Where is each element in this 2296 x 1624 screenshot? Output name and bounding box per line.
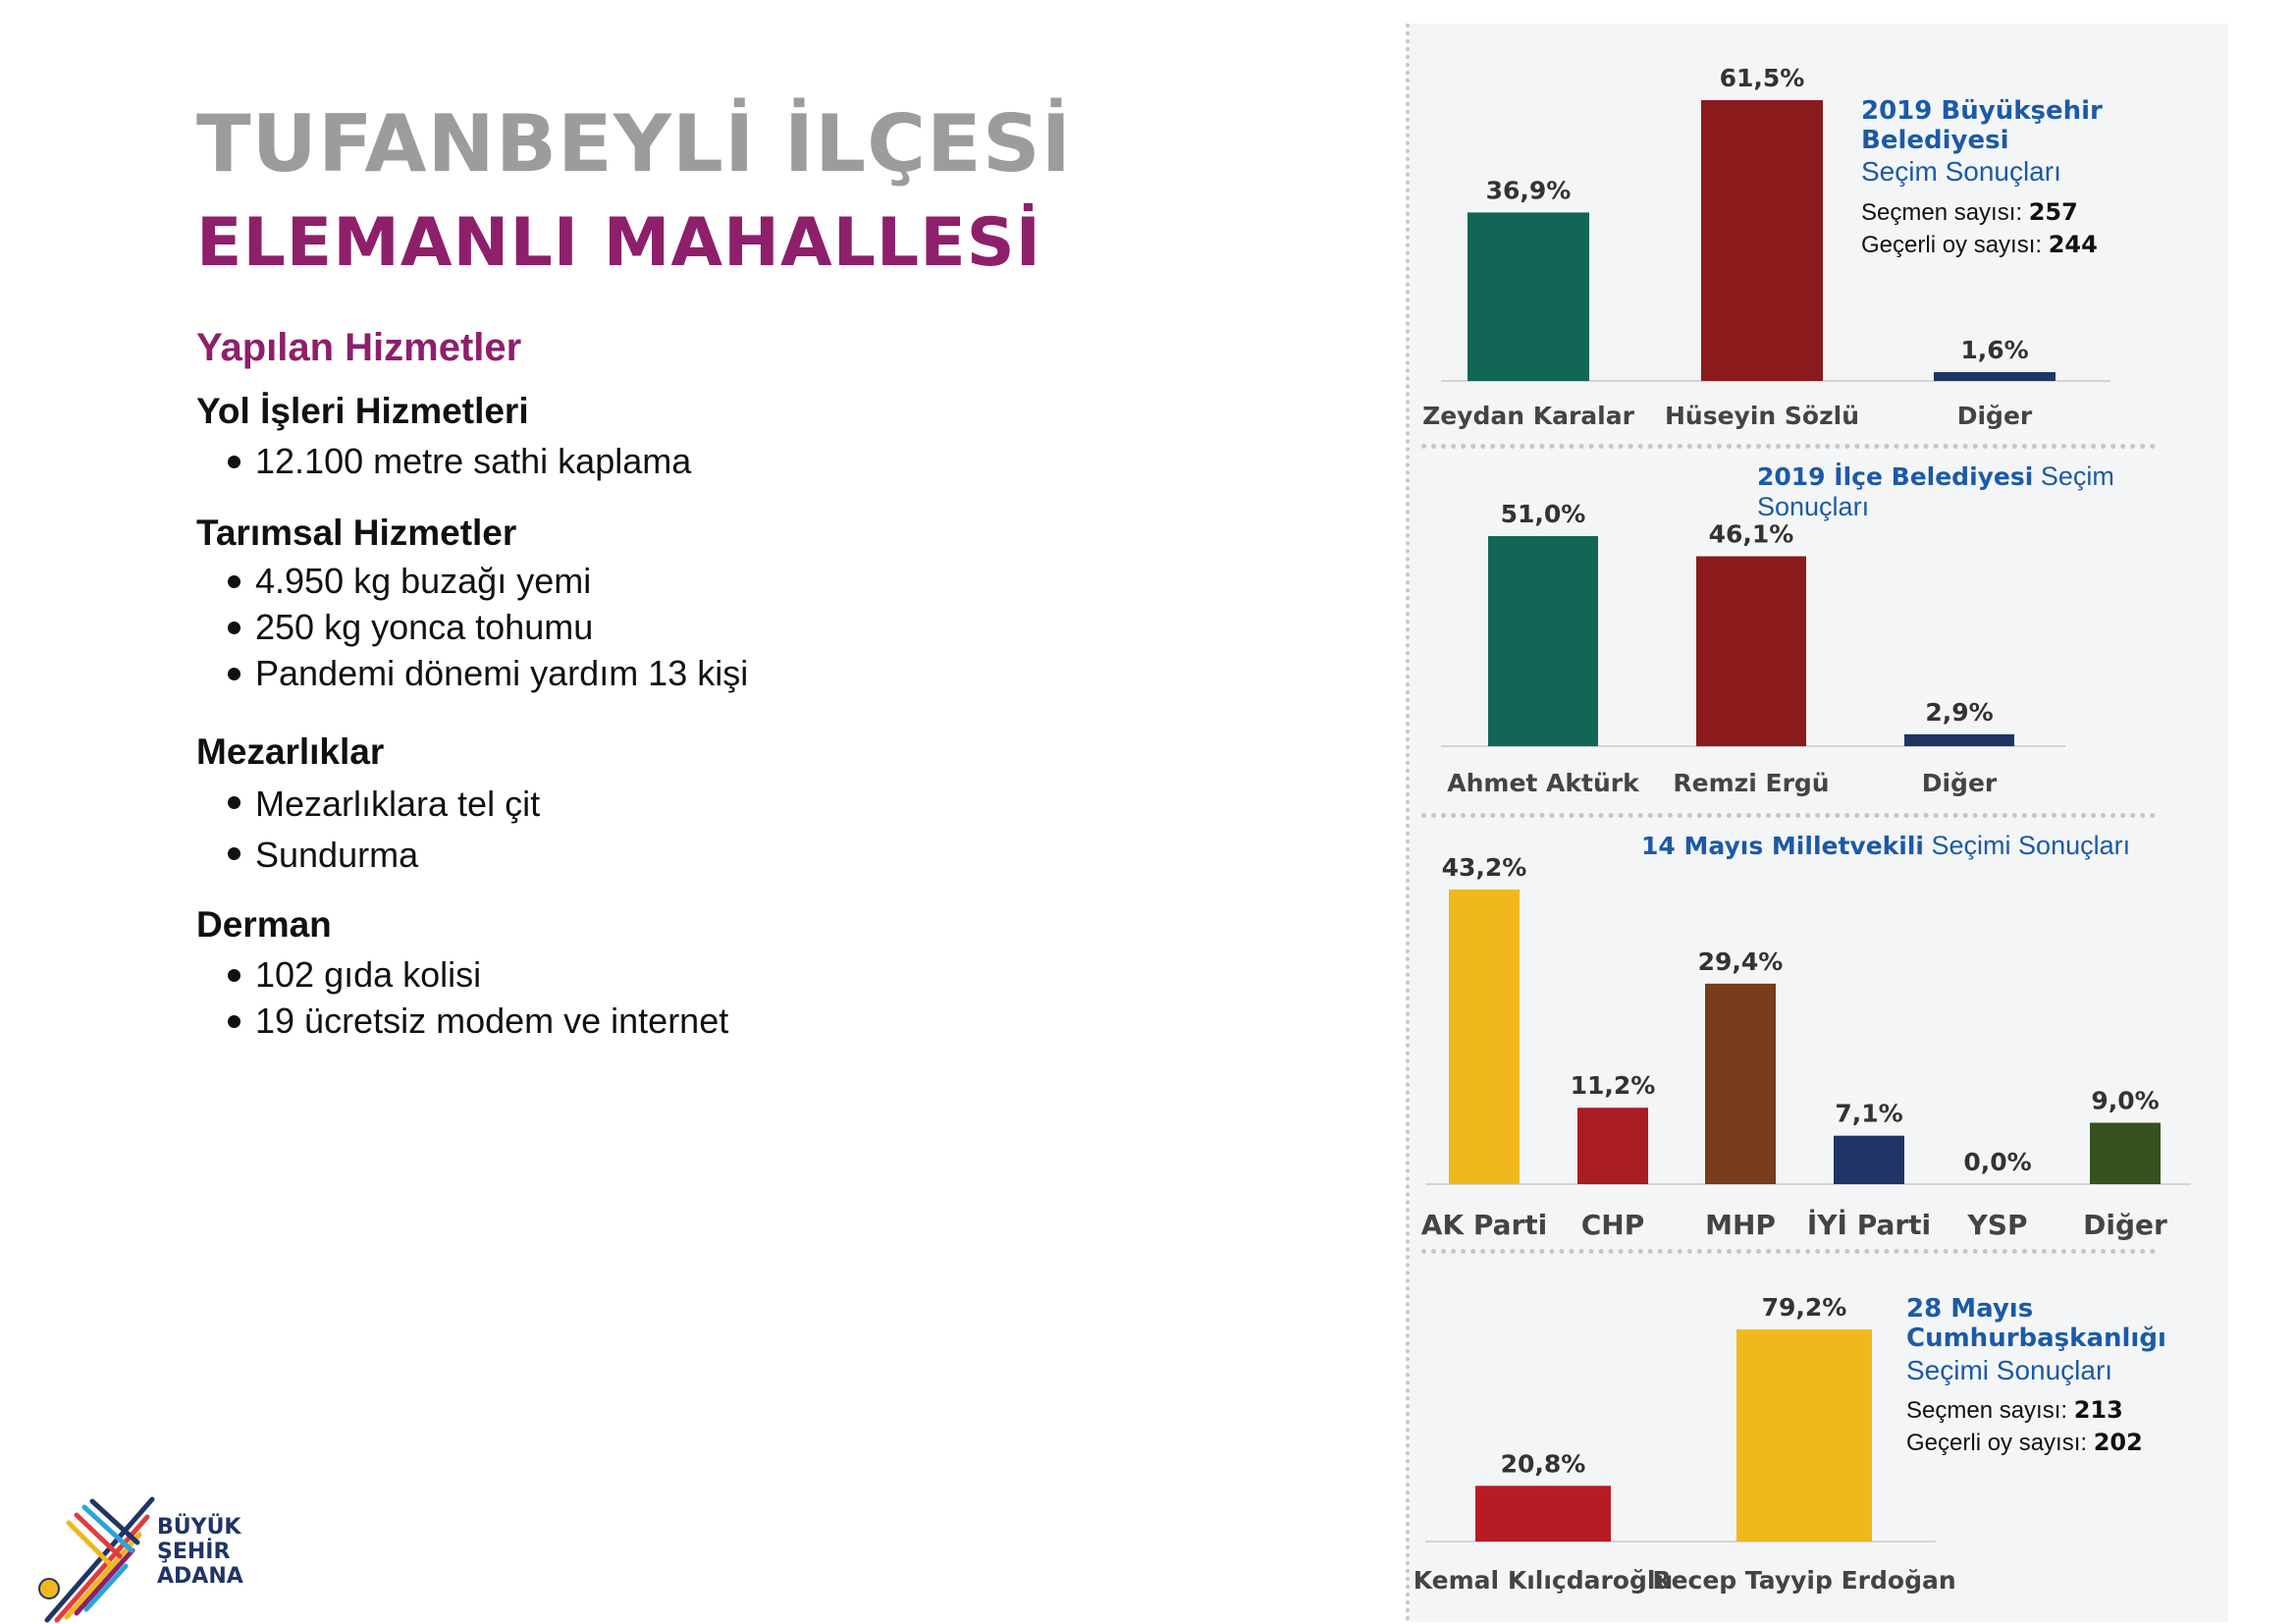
service-group-title: Tarımsal Hizmetler: [196, 513, 517, 553]
metro-info-box: 2019 Büyükşehir Belediyesi Seçim Sonuçla…: [1861, 96, 2215, 261]
info-title-bold: 2019 İlçe Belediyesi: [1757, 462, 2034, 491]
chart-bar: [1475, 1486, 1611, 1542]
info-title: Seçim Sonuçları: [1861, 156, 2061, 187]
chart-value-label: 11,2%: [1571, 1071, 1656, 1100]
chart-category-label: İYİ Parti: [1807, 1208, 1931, 1241]
chart-bar: [1696, 556, 1806, 746]
stat-label: Seçmen sayısı:: [1906, 1397, 2068, 1424]
service-group: Tarımsal Hizmetler 4.950 kg buzağı yemi …: [196, 513, 748, 696]
stat-label: Geçerli oy sayısı:: [1906, 1430, 2088, 1456]
chart-category-label: Diğer: [1957, 402, 2033, 430]
chart-bar: [1834, 1135, 1904, 1184]
service-item: 102 gıda kolisi: [196, 951, 728, 998]
service-group: Derman 102 gıda kolisi 19 ücretsiz modem…: [196, 904, 728, 1044]
chart-value-label: 61,5%: [1720, 64, 1805, 92]
info-title-bold: Cumhurbaşkanlığı: [1906, 1324, 2166, 1353]
service-item: 4.950 kg buzağı yemi: [196, 558, 748, 604]
service-item: Mezarlıklara tel çit: [196, 779, 540, 830]
logo-line: BÜYÜK: [157, 1515, 241, 1540]
section-divider: [1421, 1249, 2156, 1254]
logo-line: ADANA: [157, 1564, 243, 1589]
stat-label: Seçmen sayısı:: [1861, 199, 2023, 226]
chart-value-label: 0,0%: [1963, 1148, 2031, 1176]
service-item: 19 ücretsiz modem ve internet: [196, 998, 728, 1044]
chart-value-label: 7,1%: [1835, 1100, 1902, 1128]
logo-text: BÜYÜK ŞEHİR ADANA: [157, 1515, 243, 1589]
chart-value-label: 46,1%: [1709, 520, 1794, 549]
adana-logo-icon: [38, 1496, 155, 1623]
service-group: Mezarlıklar Mezarlıklara tel çit Sundurm…: [196, 731, 540, 881]
chart-bar: [1736, 1329, 1872, 1542]
chart-value-label: 29,4%: [1698, 947, 1784, 976]
district-info-box: 2019 İlçe Belediyesi Seçim Sonuçları: [1757, 461, 2209, 522]
parliament-info-box: 14 Mayıs Milletvekili Seçimi Sonuçları: [1641, 831, 2152, 861]
chart-category-label: MHP: [1705, 1209, 1776, 1241]
voters-stat: Seçmen sayısı: 257: [1861, 196, 2215, 229]
info-title: Seçimi Sonuçları: [1906, 1355, 2113, 1385]
chart-bar: [1904, 733, 2014, 746]
chart-value-label: 2,9%: [1925, 698, 1993, 727]
service-group: Yol İşleri Hizmetleri 12.100 metre sathi…: [196, 391, 691, 484]
chart-category-label: Zeydan Karalar: [1422, 402, 1635, 430]
info-title: Seçim Sonuçları: [1757, 461, 2114, 521]
stat-value: 213: [2073, 1396, 2123, 1424]
page-subtitle: ELEMANLI MAHALLESİ: [196, 204, 1041, 282]
president-info-box: 28 Mayıs Cumhurbaşkanlığı Seçimi Sonuçla…: [1906, 1294, 2220, 1459]
section-divider: [1421, 813, 2156, 818]
service-group-title: Derman: [196, 904, 332, 945]
chart-bar: [1488, 536, 1598, 746]
page-title: TUFANBEYLİ İLÇESİ: [196, 98, 1072, 189]
info-title: Seçimi Sonuçları: [1931, 831, 2131, 860]
chart-bar: [2090, 1122, 2161, 1184]
chart-bar: [1577, 1108, 1648, 1184]
service-item: Pandemi dönemi yardım 13 kişi: [196, 650, 748, 696]
chart-value-label: 9,0%: [2091, 1087, 2159, 1115]
voters-stat: Seçmen sayısı: 213: [1906, 1394, 2220, 1427]
stat-value: 244: [2048, 231, 2098, 258]
chart-category-label: CHP: [1581, 1209, 1645, 1241]
chart-value-label: 36,9%: [1486, 176, 1572, 204]
chart-bar: [1468, 212, 1589, 381]
chart-value-label: 51,0%: [1501, 500, 1586, 528]
chart-category-label: Recep Tayyip Erdoğan: [1652, 1566, 1955, 1595]
chart-bar: [1705, 983, 1776, 1184]
chart-value-label: 79,2%: [1762, 1293, 1847, 1322]
service-group-title: Yol İşleri Hizmetleri: [196, 391, 529, 431]
chart-category-label: Ahmet Aktürk: [1447, 769, 1640, 797]
services-heading: Yapılan Hizmetler: [196, 326, 522, 369]
section-divider: [1421, 444, 2156, 449]
chart-category-label: Diğer: [1922, 769, 1998, 797]
panel-border: [1406, 24, 1410, 1622]
chart-value-label: 20,8%: [1501, 1449, 1586, 1478]
chart-value-label: 1,6%: [1960, 336, 2028, 364]
chart-category-label: Hüseyin Sözlü: [1665, 402, 1859, 430]
chart-bar: [1934, 372, 2056, 381]
info-title-bold: 2019 Büyükşehir Belediyesi: [1861, 96, 2103, 155]
chart-category-label: Remzi Ergü: [1673, 769, 1829, 797]
chart-category-label: YSP: [1967, 1209, 2028, 1241]
info-title-bold: 28 Mayıs: [1906, 1294, 2034, 1324]
service-group-title: Mezarlıklar: [196, 731, 385, 772]
chart-category-label: AK Parti: [1421, 1209, 1548, 1241]
chart-category-label: Kemal Kılıçdaroğlu: [1414, 1566, 1674, 1595]
valid-votes-stat: Geçerli oy sayısı: 202: [1906, 1427, 2220, 1459]
chart-bar: [1449, 890, 1520, 1184]
info-title-bold: 14 Mayıs Milletvekili: [1641, 832, 1925, 860]
service-item: Sundurma: [196, 830, 540, 881]
chart-value-label: 43,2%: [1442, 853, 1527, 882]
logo-line: ŞEHİR: [157, 1540, 231, 1564]
stat-value: 202: [2093, 1429, 2143, 1456]
service-item: 250 kg yonca tohumu: [196, 604, 748, 650]
stat-label: Geçerli oy sayısı:: [1861, 232, 2043, 258]
chart-category-label: Diğer: [2083, 1209, 2167, 1241]
valid-votes-stat: Geçerli oy sayısı: 244: [1861, 229, 2215, 261]
service-item: 12.100 metre sathi kaplama: [196, 438, 691, 484]
chart-bar: [1701, 100, 1823, 381]
stat-value: 257: [2028, 198, 2078, 226]
